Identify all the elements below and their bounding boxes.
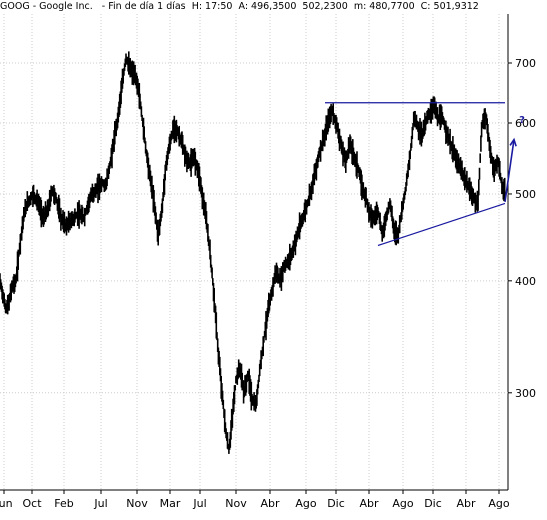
low-label: m: 480,7700 xyxy=(353,1,415,12)
x-tick-label: Dic xyxy=(327,497,345,510)
question-mark-annotation: ? xyxy=(519,115,525,126)
x-tick-label: Nov xyxy=(126,497,148,510)
breakout-arrow xyxy=(504,139,515,202)
y-tick-label: 400 xyxy=(515,275,536,288)
time-label: H: 17:50 xyxy=(191,1,233,12)
x-tick-label: Jun xyxy=(0,497,13,510)
open-label: A: 496,3500 xyxy=(238,1,297,12)
x-tick-label: Abr xyxy=(456,497,476,510)
y-tick-label: 300 xyxy=(515,387,536,400)
x-tick-label: Oct xyxy=(22,497,42,510)
x-tick-label: Abr xyxy=(359,497,379,510)
x-tick-label: Nov xyxy=(225,497,247,510)
x-tick-label: Abr xyxy=(260,497,280,510)
y-tick-label: 700 xyxy=(515,57,536,70)
x-tick-label: Feb xyxy=(54,497,73,510)
close-label: C: 501,9312 xyxy=(420,1,479,12)
period-label: Fin de día 1 días xyxy=(108,1,186,12)
x-tick-label: Mar xyxy=(160,497,181,510)
support-trend-line xyxy=(377,202,506,247)
x-tick-label: Ago xyxy=(488,497,510,510)
chart-header: GOOG - Google Inc. - Fin de día 1 días H… xyxy=(0,1,479,12)
company-name: Google Inc. xyxy=(39,1,93,12)
price-series xyxy=(0,51,506,454)
breakout-arrow-head xyxy=(509,137,517,147)
high-label: 502,2300 xyxy=(302,1,348,12)
y-tick-label: 500 xyxy=(515,188,536,201)
x-tick-label: Ago xyxy=(295,497,317,510)
x-tick-label: Ago xyxy=(392,497,414,510)
x-tick-label: Jul xyxy=(93,497,107,510)
symbol-label: GOOG xyxy=(0,1,30,12)
x-tick-label: Dic xyxy=(424,497,442,510)
y-tick-label: 600 xyxy=(515,117,536,130)
x-tick-label: Jul xyxy=(192,497,206,510)
